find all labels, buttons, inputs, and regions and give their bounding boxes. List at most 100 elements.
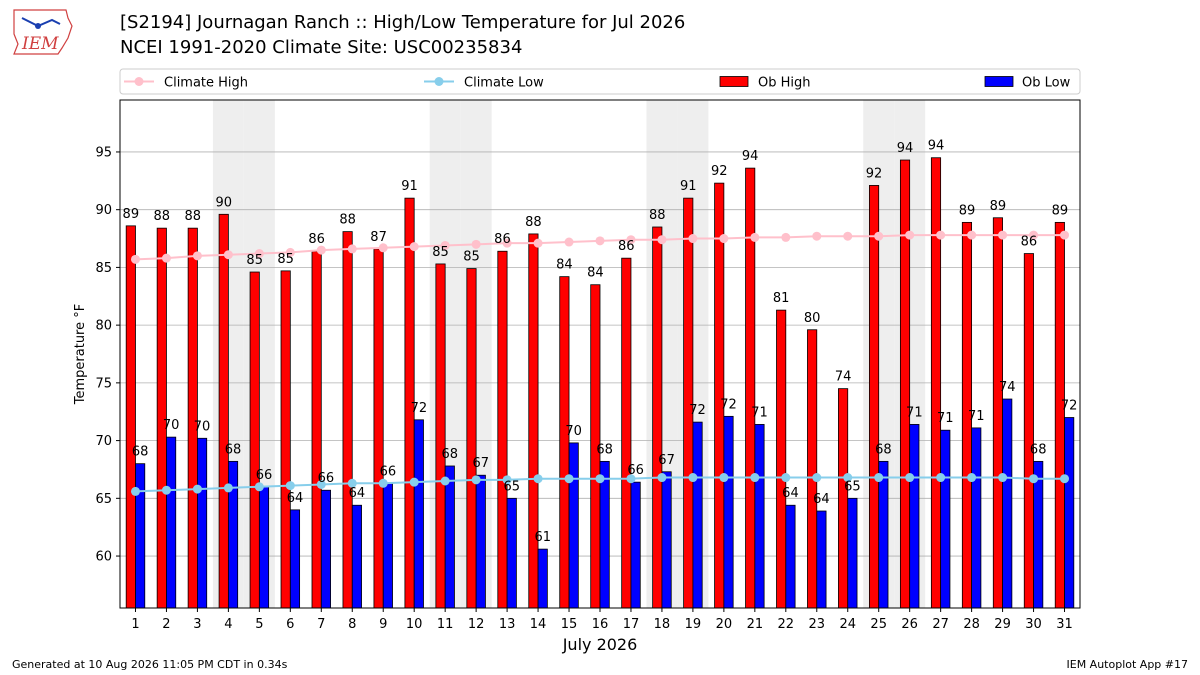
ob-high-label: 91 <box>401 179 418 194</box>
ob-low-label: 66 <box>318 471 335 486</box>
x-tick-label: 11 <box>437 617 454 632</box>
x-tick-label: 10 <box>406 617 423 632</box>
bar-ob-low <box>506 497 517 609</box>
climate-low-point <box>130 486 140 496</box>
ob-low-label: 72 <box>720 397 737 412</box>
ob-high-label: 74 <box>835 370 852 385</box>
y-tick-label: 75 <box>95 376 112 391</box>
x-tick-label: 27 <box>932 617 949 632</box>
ob-low-label: 67 <box>658 453 675 468</box>
climate-low-point <box>347 478 357 488</box>
bar-ob-high <box>1023 253 1034 609</box>
climate-low-point <box>564 474 574 484</box>
legend-climate-high-marker <box>134 77 144 86</box>
climate-high-point <box>874 231 884 241</box>
x-tick-label: 14 <box>530 617 547 632</box>
climate-high-point <box>440 240 450 250</box>
bar-ob-low <box>971 427 982 609</box>
climate-high-point <box>130 254 140 264</box>
bar-ob-high <box>930 157 942 609</box>
climate-high-point <box>533 238 543 248</box>
ob-high-label: 88 <box>184 209 201 224</box>
x-tick-label: 4 <box>224 617 232 632</box>
climate-high-point <box>688 234 698 244</box>
climate-high-point <box>161 253 171 263</box>
ob-high-label: 89 <box>959 203 976 218</box>
y-axis-label: Temperature °F <box>73 304 88 405</box>
bar-ob-low <box>444 465 455 609</box>
bar-ob-high <box>311 250 322 609</box>
x-tick-label: 7 <box>317 617 325 632</box>
chart-subtitle: NCEI 1991-2020 Climate Site: USC00235834 <box>120 37 523 58</box>
bar-ob-low <box>475 474 486 609</box>
climate-low-point <box>192 484 202 494</box>
climate-low-point <box>316 479 326 489</box>
x-tick-label: 9 <box>379 617 387 632</box>
legend-climate-low-label: Climate Low <box>464 76 544 91</box>
x-tick-label: 17 <box>623 617 640 632</box>
x-tick-label: 1 <box>131 617 139 632</box>
bar-ob-high <box>435 263 446 609</box>
climate-high-point <box>998 230 1008 240</box>
x-tick-label: 25 <box>870 617 887 632</box>
ob-high-label: 90 <box>215 195 232 210</box>
bar-ob-high <box>807 329 818 609</box>
bar-ob-low <box>382 482 393 609</box>
bar-ob-low <box>320 489 331 609</box>
ob-low-label: 70 <box>194 419 211 434</box>
climate-high-point <box>750 232 760 242</box>
ob-low-label: 72 <box>411 401 428 416</box>
climate-high-point <box>1060 230 1070 240</box>
x-tick-label: 18 <box>654 617 671 632</box>
x-tick-label: 3 <box>193 617 201 632</box>
climate-low-point <box>1060 474 1070 484</box>
iem-logo: IEM <box>13 9 73 55</box>
ob-low-label: 71 <box>968 409 985 424</box>
legend-ob-high-label: Ob High <box>758 76 811 91</box>
autoplot-app-label: IEM Autoplot App #17 <box>1066 658 1189 671</box>
climate-high-point <box>626 235 636 245</box>
bar-ob-low <box>847 497 858 609</box>
climate-high-point <box>1029 230 1039 240</box>
x-tick-label: 15 <box>561 617 578 632</box>
bar-ob-high <box>992 217 1003 609</box>
legend-ob-high-swatch <box>719 76 749 87</box>
ob-low-label: 66 <box>256 468 273 483</box>
ob-low-label: 68 <box>1030 442 1047 457</box>
bar-ob-high <box>559 276 570 609</box>
ob-low-label: 70 <box>163 418 180 433</box>
ob-low-label: 68 <box>875 442 892 457</box>
ob-low-label: 64 <box>813 492 830 507</box>
climate-high-point <box>812 231 822 241</box>
x-tick-label: 12 <box>468 617 485 632</box>
chart-title: [S2194] Journagan Ranch :: High/Low Temp… <box>120 12 686 33</box>
climate-low-point <box>967 473 977 483</box>
ob-high-label: 86 <box>308 232 325 247</box>
ob-high-label: 84 <box>556 258 573 273</box>
ob-low-label: 64 <box>782 486 799 501</box>
bar-ob-low <box>940 429 951 609</box>
climate-low-point <box>936 473 946 483</box>
ob-low-label: 68 <box>132 445 149 460</box>
ob-high-label: 84 <box>587 266 604 281</box>
bar-ob-low <box>878 460 889 609</box>
bar-ob-high <box>528 233 539 609</box>
x-tick-label: 28 <box>963 617 980 632</box>
climate-low-point <box>595 474 605 484</box>
climate-high-point <box>378 243 388 253</box>
bar-ob-low <box>135 463 146 609</box>
bar-ob-low <box>289 509 301 609</box>
climate-low-point <box>688 473 698 483</box>
climate-high-point <box>502 238 512 248</box>
x-tick-label: 6 <box>286 617 294 632</box>
climate-high-point <box>905 230 915 240</box>
bar-value-labels: 89 68 88 70 88 70 90 68 85 66 85 64 86 66 88 64 87 66 91 72… <box>123 139 1078 545</box>
bar-ob-low <box>227 460 239 609</box>
x-tick-label: 30 <box>1025 617 1042 632</box>
ob-low-label: 71 <box>906 405 923 420</box>
ob-high-label: 88 <box>339 213 356 228</box>
bar-ob-high <box>187 227 198 609</box>
bar-ob-high <box>621 257 632 609</box>
bar-ob-high <box>125 225 136 609</box>
